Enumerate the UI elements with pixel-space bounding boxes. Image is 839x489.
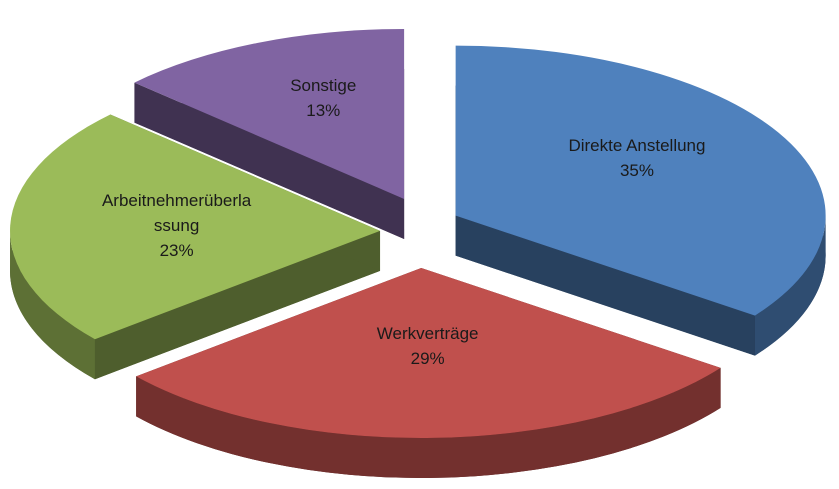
slice-top <box>10 114 381 340</box>
label-box: Direkte Anstellung 35% <box>562 133 712 183</box>
slice-top <box>455 45 826 316</box>
label-box: Arbeitnehmerüberlassung 23% <box>102 188 252 263</box>
label-box: Werkverträge 29% <box>353 321 503 371</box>
slice-side <box>136 367 721 478</box>
slice-wall <box>94 230 381 380</box>
value-label: 23% <box>159 240 194 260</box>
slice <box>136 267 721 478</box>
category-label: Werkverträge <box>376 324 479 344</box>
data-label: Sonstige 13% <box>248 73 398 123</box>
slice <box>134 28 405 239</box>
data-label: Direkte Anstellung 35% <box>562 133 712 183</box>
category-label: Arbeitnehmerüberlassung <box>101 190 252 235</box>
slice <box>10 114 381 380</box>
slice <box>455 45 826 356</box>
label-box: Sonstige 13% <box>248 73 398 123</box>
value-label: 29% <box>410 349 445 369</box>
slice-top <box>136 267 721 438</box>
data-label: Arbeitnehmerüberlassung 23% <box>102 188 252 263</box>
category-label: Sonstige <box>290 76 357 96</box>
slice-side <box>10 230 95 380</box>
slice-side <box>754 215 826 356</box>
slice-wall <box>455 215 755 356</box>
slice-top <box>134 28 405 199</box>
category-label: Direkte Anstellung <box>568 136 706 156</box>
value-label: 35% <box>619 161 654 181</box>
value-label: 13% <box>306 101 341 121</box>
data-label: Werkverträge 29% <box>353 321 503 371</box>
slice-wall <box>134 82 405 239</box>
